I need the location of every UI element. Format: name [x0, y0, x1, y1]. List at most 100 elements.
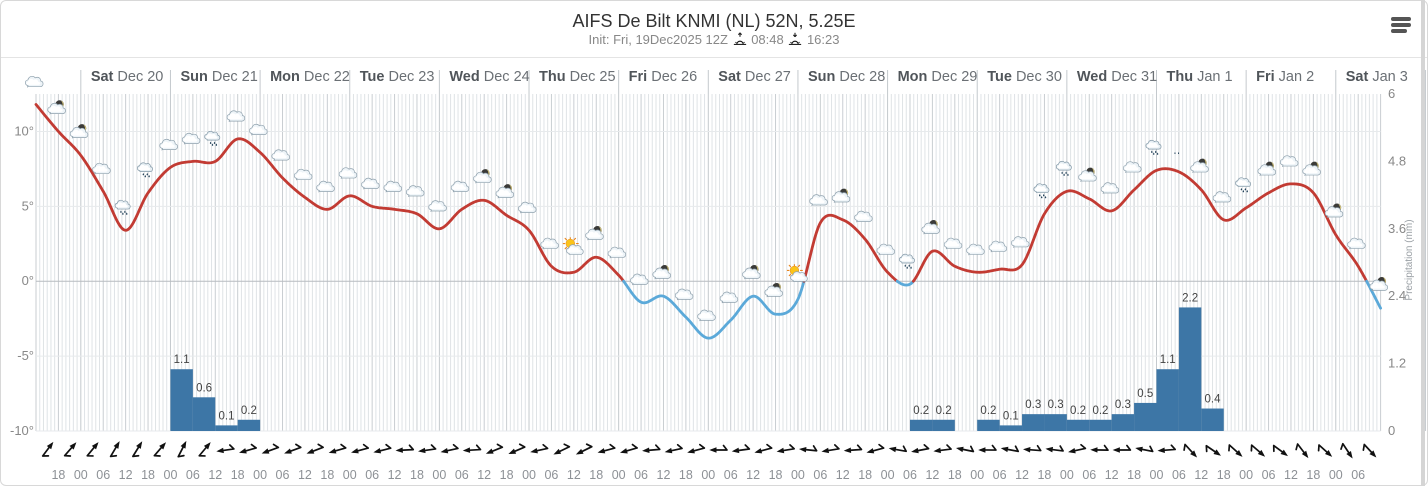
svg-text:18: 18	[51, 468, 65, 482]
svg-text:06: 06	[1351, 468, 1365, 482]
svg-text:12: 12	[1015, 468, 1029, 482]
svg-text:Sat Dec 20: Sat Dec 20	[91, 69, 164, 85]
svg-text:0.1: 0.1	[1003, 410, 1019, 422]
svg-text:00: 00	[1239, 468, 1253, 482]
svg-text:18: 18	[1127, 468, 1141, 482]
svg-text:Fri Dec 26: Fri Dec 26	[629, 69, 698, 85]
svg-text:18: 18	[589, 468, 603, 482]
svg-text:18: 18	[858, 468, 872, 482]
svg-text:00: 00	[612, 468, 626, 482]
svg-text:06: 06	[813, 468, 827, 482]
svg-text:Thu Jan 1: Thu Jan 1	[1167, 69, 1233, 85]
svg-text:18: 18	[679, 468, 693, 482]
svg-text:6: 6	[1388, 86, 1395, 101]
svg-text:12: 12	[119, 468, 133, 482]
svg-text:00: 00	[164, 468, 178, 482]
svg-text:Mon Dec 29: Mon Dec 29	[898, 69, 978, 85]
svg-text:00: 00	[522, 468, 536, 482]
svg-text:0.2: 0.2	[241, 405, 257, 417]
svg-text:12: 12	[1194, 468, 1208, 482]
svg-text:18: 18	[500, 468, 514, 482]
svg-text:18: 18	[1217, 468, 1231, 482]
svg-text:18: 18	[769, 468, 783, 482]
svg-text:Sat Jan 3: Sat Jan 3	[1346, 69, 1408, 85]
svg-text:0.1: 0.1	[218, 410, 234, 422]
svg-text:00: 00	[74, 468, 88, 482]
svg-text:06: 06	[544, 468, 558, 482]
svg-text:12: 12	[1105, 468, 1119, 482]
svg-text:Precipitation (mm): Precipitation (mm)	[1404, 219, 1415, 300]
svg-text:Tue Dec 23: Tue Dec 23	[360, 69, 435, 85]
svg-text:00: 00	[1329, 468, 1343, 482]
svg-text:4.8: 4.8	[1388, 153, 1406, 168]
svg-text:18: 18	[410, 468, 424, 482]
svg-text:5°: 5°	[22, 198, 34, 213]
svg-text:06: 06	[1262, 468, 1276, 482]
svg-text:06: 06	[1082, 468, 1096, 482]
svg-text:06: 06	[455, 468, 469, 482]
svg-text:1.1: 1.1	[174, 354, 190, 366]
svg-text:1.2: 1.2	[1388, 356, 1406, 371]
svg-text:06: 06	[1172, 468, 1186, 482]
svg-text:12: 12	[388, 468, 402, 482]
svg-text:12: 12	[208, 468, 222, 482]
svg-text:12: 12	[477, 468, 491, 482]
svg-text:06: 06	[634, 468, 648, 482]
svg-text:18: 18	[1037, 468, 1051, 482]
svg-text:0.6: 0.6	[196, 382, 212, 394]
svg-text:12: 12	[925, 468, 939, 482]
svg-text:00: 00	[791, 468, 805, 482]
svg-text:06: 06	[186, 468, 200, 482]
svg-text:0.2: 0.2	[913, 405, 929, 417]
svg-text:00: 00	[1150, 468, 1164, 482]
svg-text:00: 00	[343, 468, 357, 482]
svg-text:0.4: 0.4	[1205, 394, 1222, 406]
svg-text:18: 18	[948, 468, 962, 482]
svg-text:0.3: 0.3	[1048, 399, 1064, 411]
svg-text:00: 00	[881, 468, 895, 482]
svg-text:Sun Dec 28: Sun Dec 28	[808, 69, 885, 85]
svg-text:12: 12	[1284, 468, 1298, 482]
svg-text:Wed Dec 31: Wed Dec 31	[1077, 69, 1157, 85]
svg-text:06: 06	[903, 468, 917, 482]
svg-text:12: 12	[836, 468, 850, 482]
svg-text:-5°: -5°	[17, 348, 34, 363]
svg-text:Fri Jan 2: Fri Jan 2	[1256, 69, 1314, 85]
svg-text:-10°: -10°	[10, 423, 34, 438]
svg-text:06: 06	[96, 468, 110, 482]
svg-text:0: 0	[1388, 423, 1395, 438]
svg-text:1.1: 1.1	[1160, 354, 1176, 366]
svg-text:0.2: 0.2	[980, 405, 996, 417]
svg-text:06: 06	[724, 468, 738, 482]
svg-text:Mon Dec 22: Mon Dec 22	[270, 69, 350, 85]
svg-text:0.2: 0.2	[1070, 405, 1086, 417]
svg-text:00: 00	[1060, 468, 1074, 482]
svg-text:18: 18	[1306, 468, 1320, 482]
svg-text:00: 00	[701, 468, 715, 482]
svg-text:Wed Dec 24: Wed Dec 24	[449, 69, 529, 85]
svg-text:00: 00	[253, 468, 267, 482]
svg-text:12: 12	[298, 468, 312, 482]
svg-text:18: 18	[320, 468, 334, 482]
svg-text:12: 12	[567, 468, 581, 482]
svg-text:0.3: 0.3	[1025, 399, 1041, 411]
svg-text:Sat Dec 27: Sat Dec 27	[718, 69, 791, 85]
svg-text:Tue Dec 30: Tue Dec 30	[987, 69, 1062, 85]
svg-text:18: 18	[231, 468, 245, 482]
svg-text:06: 06	[365, 468, 379, 482]
svg-text:06: 06	[276, 468, 290, 482]
svg-text:Sun Dec 21: Sun Dec 21	[180, 69, 257, 85]
svg-text:0.2: 0.2	[936, 405, 952, 417]
svg-text:18: 18	[141, 468, 155, 482]
svg-text:2.2: 2.2	[1182, 292, 1198, 304]
svg-text:0°: 0°	[22, 273, 34, 288]
svg-text:0.3: 0.3	[1115, 399, 1131, 411]
svg-text:00: 00	[432, 468, 446, 482]
svg-text:0.5: 0.5	[1137, 388, 1153, 400]
svg-text:12: 12	[746, 468, 760, 482]
svg-text:06: 06	[993, 468, 1007, 482]
svg-text:00: 00	[970, 468, 984, 482]
svg-text:12: 12	[657, 468, 671, 482]
svg-text:0.2: 0.2	[1092, 405, 1108, 417]
svg-text:Thu Dec 25: Thu Dec 25	[539, 69, 616, 85]
